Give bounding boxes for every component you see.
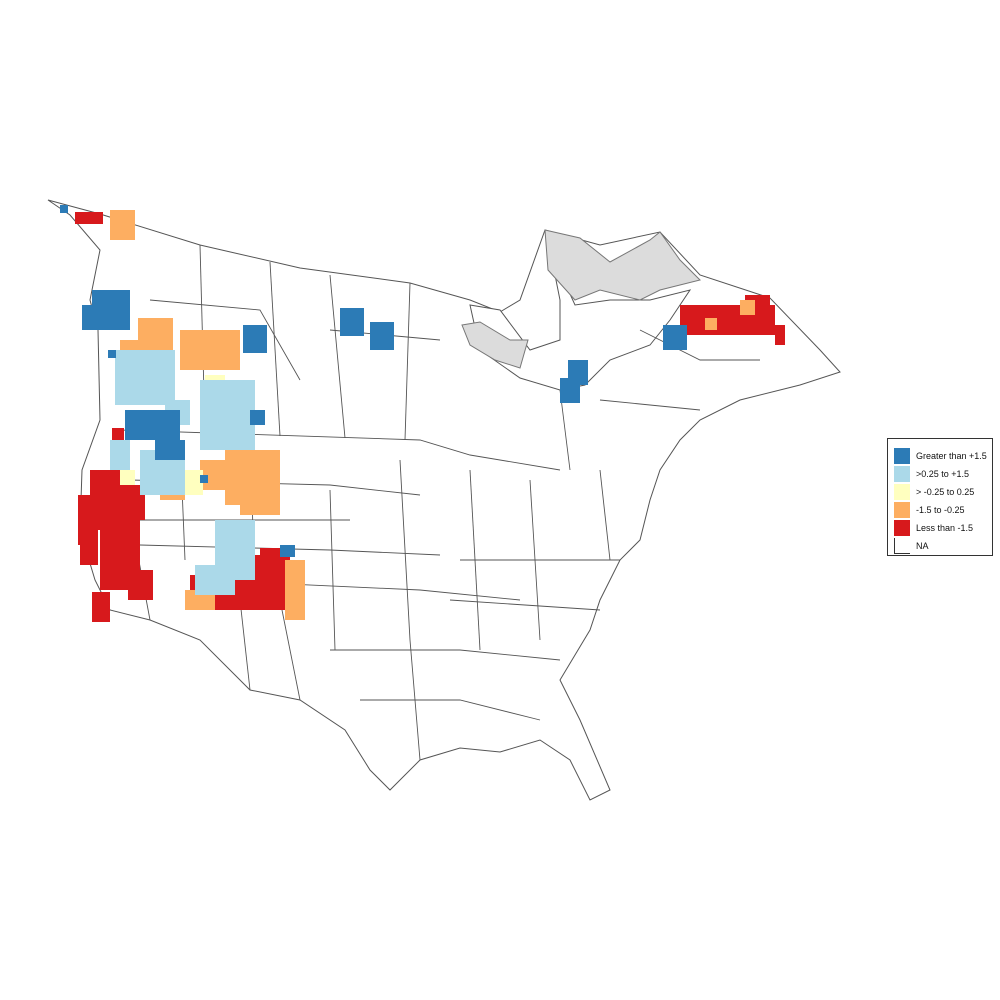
legend: Greater than +1.5 >0.25 to +1.5 > -0.25 … <box>887 438 993 556</box>
hudson-bay <box>469 249 692 391</box>
legend-label: Less than -1.5 <box>916 522 974 533</box>
na-region-quebec-north <box>544 229 701 301</box>
legend-swatch <box>894 465 910 482</box>
legend-swatch <box>894 483 910 500</box>
legend-item-neg0-25-to-0-25: > -0.25 to 0.25 <box>894 483 974 500</box>
legend-item-less-than-neg1-5: Less than -1.5 <box>894 519 973 536</box>
legend-label: NA <box>916 540 929 551</box>
legend-label: Greater than +1.5 <box>916 450 987 461</box>
legend-swatch <box>894 537 910 554</box>
legend-item-neg1-5-to-neg0-25: -1.5 to -0.25 <box>894 501 965 518</box>
legend-label: > -0.25 to 0.25 <box>916 486 975 497</box>
legend-label: -1.5 to -0.25 <box>916 504 965 515</box>
na-region-ontario-north <box>461 321 529 369</box>
legend-swatch <box>894 501 910 518</box>
cells-0-25-to-1-5 <box>110 350 255 595</box>
legend-label: >0.25 to +1.5 <box>916 468 970 479</box>
no-data-regions <box>461 229 701 369</box>
internal-boundaries <box>100 244 760 761</box>
legend-item-greater-than-1-5: Greater than +1.5 <box>894 447 987 464</box>
legend-swatch <box>894 447 910 464</box>
legend-item-0-25-to-1-5: >0.25 to +1.5 <box>894 465 969 482</box>
cells-neg1-5-to-neg0-25 <box>110 210 755 620</box>
legend-item-na: NA <box>894 537 929 554</box>
cells-greater-than-1-5 <box>60 205 687 557</box>
legend-swatch <box>894 519 910 536</box>
